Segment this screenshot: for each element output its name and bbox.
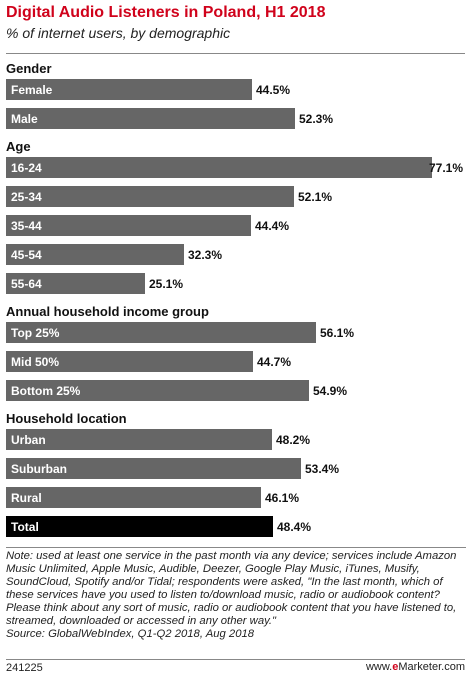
bar xyxy=(6,244,184,265)
bar-value-label: 52.1% xyxy=(298,190,332,204)
chart-id: 241225 xyxy=(6,662,43,674)
bar-value-label: 77.1% xyxy=(429,161,463,175)
bar-value-label: 48.2% xyxy=(276,433,310,447)
bar-category-label: Top 25% xyxy=(11,326,60,340)
chart-note: Note: used at least one service in the p… xyxy=(6,547,466,641)
group-label: Household location xyxy=(6,411,127,426)
bar-category-label: 16-24 xyxy=(11,161,42,175)
bar-category-label: Suburban xyxy=(11,462,67,476)
bar xyxy=(6,108,295,129)
bar-category-label: 25-34 xyxy=(11,190,42,204)
bar-value-label: 44.5% xyxy=(256,83,290,97)
bar-category-label: Female xyxy=(11,83,53,97)
header-divider xyxy=(6,53,465,54)
bar-category-label: 35-44 xyxy=(11,219,42,233)
group-label: Gender xyxy=(6,61,52,76)
bar-category-label: Bottom 25% xyxy=(11,384,81,398)
group-label: Annual household income group xyxy=(6,304,209,319)
brand-logo[interactable]: www.eMarketer.com xyxy=(366,661,465,673)
group-label: Age xyxy=(6,139,31,154)
bar-category-label: 55-64 xyxy=(11,277,42,291)
bar xyxy=(6,186,294,207)
bar xyxy=(6,215,251,236)
bar xyxy=(6,322,316,343)
bar-value-label: 53.4% xyxy=(305,462,339,476)
bar-category-label: Rural xyxy=(11,491,42,505)
bar-category-label: Mid 50% xyxy=(11,355,59,369)
bar-value-label: 32.3% xyxy=(188,248,222,262)
chart-subtitle: % of internet users, by demographic xyxy=(6,25,231,41)
bar xyxy=(6,487,261,508)
bar-value-label: 46.1% xyxy=(265,491,299,505)
bar-value-label: 52.3% xyxy=(299,112,333,126)
footer-divider xyxy=(6,659,465,660)
bar xyxy=(6,351,253,372)
brand-e: e xyxy=(392,661,399,673)
bar xyxy=(6,157,432,178)
bar xyxy=(6,79,252,100)
bar-value-label: 44.7% xyxy=(257,355,291,369)
bar-category-label: 45-54 xyxy=(11,248,42,262)
brand-rest: Marketer.com xyxy=(398,661,465,673)
bar-total xyxy=(6,516,273,537)
bar xyxy=(6,273,145,294)
bar xyxy=(6,380,309,401)
bar-category-label: Male xyxy=(11,112,38,126)
bar-category-label: Total xyxy=(11,520,39,534)
bar-value-label: 44.4% xyxy=(255,219,289,233)
brand-prefix: www. xyxy=(365,661,393,673)
bar-value-label: 48.4% xyxy=(277,520,311,534)
bar-value-label: 25.1% xyxy=(149,277,183,291)
bar-value-label: 54.9% xyxy=(313,384,347,398)
chart-title: Digital Audio Listeners in Poland, H1 20… xyxy=(6,4,326,21)
bar xyxy=(6,458,301,479)
bar-category-label: Urban xyxy=(11,433,46,447)
bar xyxy=(6,429,272,450)
bar-value-label: 56.1% xyxy=(320,326,354,340)
